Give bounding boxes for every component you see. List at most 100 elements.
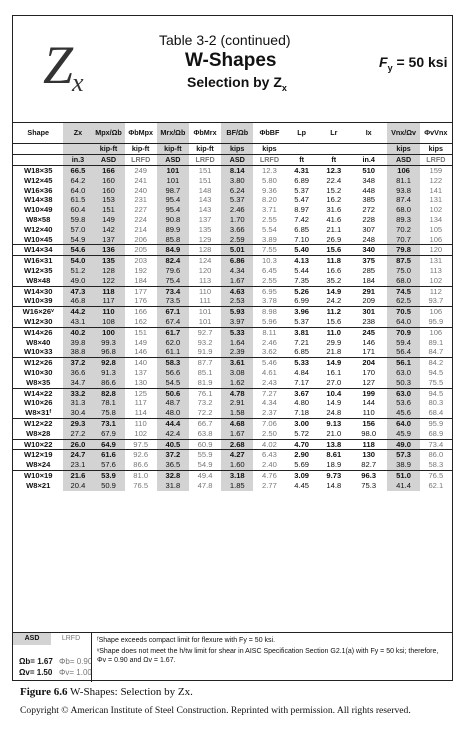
value-cell: 151 bbox=[198, 175, 212, 185]
value-cell: 18.9 bbox=[326, 460, 342, 470]
value-cell: 4.13 bbox=[285, 255, 318, 266]
value-cell: 249 bbox=[134, 166, 148, 175]
value-cell: 58.3 bbox=[156, 357, 189, 368]
value-cell: 4.27 bbox=[221, 449, 254, 461]
shape-cell: W10×39 bbox=[23, 296, 53, 306]
shape-cell: W12×35 bbox=[23, 265, 53, 275]
value-cell: 72.2 bbox=[197, 408, 213, 418]
value-cell: 66.7 bbox=[188, 417, 222, 429]
value-cell: 5.93 bbox=[221, 306, 254, 317]
value-cell: 4.63 bbox=[221, 285, 254, 297]
table-header: Zx Table 3-2 (continued) W-Shapes Select… bbox=[13, 16, 452, 108]
value-cell: 117 bbox=[92, 296, 125, 307]
shape-cell: W10×30 bbox=[23, 367, 53, 377]
value-cell: 151 bbox=[198, 166, 212, 175]
header-cell: kip-ft bbox=[188, 143, 222, 155]
value-cell: 24.2 bbox=[326, 296, 342, 306]
value-cell: 127 bbox=[362, 377, 376, 387]
value-cell: 64.0 bbox=[387, 417, 420, 429]
value-cell: 285 bbox=[362, 265, 376, 275]
value-cell: 68.9 bbox=[428, 428, 444, 438]
value-cell: 7.42 bbox=[294, 214, 310, 224]
omega-b-factor: Ωb= 1.67 bbox=[19, 657, 53, 666]
value-cell: 199 bbox=[349, 387, 388, 399]
footnote-f: ᶠShape exceeds compact limit for flexure… bbox=[97, 637, 276, 644]
value-cell: 146 bbox=[134, 347, 148, 357]
value-cell: 113 bbox=[429, 265, 442, 275]
value-cell: 124 bbox=[188, 255, 222, 266]
value-cell: 101 bbox=[198, 316, 212, 326]
value-cell: 2.53 bbox=[221, 296, 254, 307]
value-cell: 134 bbox=[429, 214, 443, 224]
value-cell: 3.09 bbox=[285, 469, 318, 481]
value-cell: 206 bbox=[134, 234, 148, 244]
value-cell: 38.9 bbox=[387, 460, 420, 471]
value-cell: 14.9 bbox=[317, 357, 350, 368]
value-cell: 96.3 bbox=[349, 469, 388, 481]
value-cell: 2.43 bbox=[262, 377, 277, 387]
header-cell: Zx bbox=[63, 122, 93, 144]
header-cell: Vnx/Ωv bbox=[387, 122, 420, 144]
value-cell: 203 bbox=[124, 255, 157, 266]
value-cell: 4.80 bbox=[294, 398, 310, 408]
value-cell: 102 bbox=[429, 275, 443, 285]
value-cell: 21.8 bbox=[326, 347, 342, 357]
header-cell bbox=[13, 143, 64, 155]
value-cell: 89.9 bbox=[156, 224, 189, 235]
value-cell: 214 bbox=[134, 224, 148, 234]
table-row: W10×22 26.0 64.9 97.5 40.5 60.9 2.68 4.02 4.70 13… bbox=[13, 438, 452, 450]
value-cell: 340 bbox=[349, 244, 388, 256]
value-cell: 4.45 bbox=[294, 480, 310, 490]
table-row: W8×24 23.1 57.6 86.6 36.5 54.9 1.60 2.40 5.69 18.… bbox=[13, 460, 452, 471]
value-cell: 81.0 bbox=[124, 469, 157, 481]
value-cell: 56.6 bbox=[156, 367, 189, 378]
value-cell: 238 bbox=[362, 316, 376, 326]
value-cell: 4.84 bbox=[294, 367, 310, 377]
shape-cell: W8×35 bbox=[26, 377, 51, 387]
value-cell: 8.98 bbox=[253, 306, 286, 317]
value-cell: 5.80 bbox=[262, 175, 277, 185]
value-cell: 151 bbox=[124, 326, 157, 338]
value-cell: 11.2 bbox=[317, 306, 350, 317]
value-cell: 3.78 bbox=[262, 296, 277, 306]
value-cell: 8.61 bbox=[317, 449, 350, 461]
value-cell: 98.0 bbox=[361, 428, 377, 438]
header-cell: kip-ft bbox=[92, 143, 125, 155]
value-cell: 153 bbox=[92, 195, 125, 206]
value-cell: 8.14 bbox=[221, 165, 254, 176]
value-cell: 204 bbox=[349, 357, 388, 368]
value-cell: 9.36 bbox=[262, 185, 277, 195]
value-cell: 97.5 bbox=[124, 438, 157, 450]
table-row: W14×22 33.2 82.8 125 50.6 76.1 4.78 7.27 3.67 10.… bbox=[13, 387, 452, 399]
value-cell: 291 bbox=[349, 285, 388, 297]
value-cell: 82.7 bbox=[361, 460, 377, 470]
value-cell: 49.0 bbox=[387, 438, 420, 450]
value-cell: 34.7 bbox=[63, 377, 93, 389]
value-cell: 59.8 bbox=[63, 214, 93, 225]
shape-cell: W8×48 bbox=[26, 275, 51, 285]
header-cell: LRFD bbox=[419, 154, 452, 166]
value-cell: 100 bbox=[92, 326, 125, 338]
value-cell: 70.7 bbox=[387, 234, 420, 245]
value-cell: 159 bbox=[429, 166, 443, 175]
value-cell: 49.0 bbox=[63, 275, 93, 287]
value-cell: 128 bbox=[188, 244, 222, 256]
selection-table: Shape Zx Mpx/Ωb ΦbMpx Mrx/Ωb ΦbMrx BF/Ωb ΦbBF Lp… bbox=[13, 122, 452, 491]
value-cell: 12.3 bbox=[262, 166, 277, 175]
value-cell: 42.4 bbox=[156, 428, 189, 440]
shape-cell: W12×30 bbox=[23, 316, 53, 326]
value-cell: 110 bbox=[124, 417, 157, 429]
value-cell: 170 bbox=[362, 367, 376, 377]
value-cell: 6.95 bbox=[253, 285, 286, 297]
value-cell: 5.01 bbox=[221, 244, 254, 256]
value-cell: 37.2 bbox=[156, 449, 189, 461]
shape-cell: W14×34 bbox=[13, 244, 64, 256]
value-cell: 5.26 bbox=[285, 285, 318, 297]
value-cell: 7.27 bbox=[253, 387, 286, 399]
value-cell: 1.67 bbox=[221, 275, 254, 287]
value-cell: 80.3 bbox=[428, 398, 444, 408]
shape-cell: W12×40 bbox=[23, 224, 53, 234]
value-cell: 143 bbox=[198, 195, 212, 205]
value-cell: 43.1 bbox=[63, 316, 93, 328]
header-cell: LRFD bbox=[253, 154, 286, 166]
